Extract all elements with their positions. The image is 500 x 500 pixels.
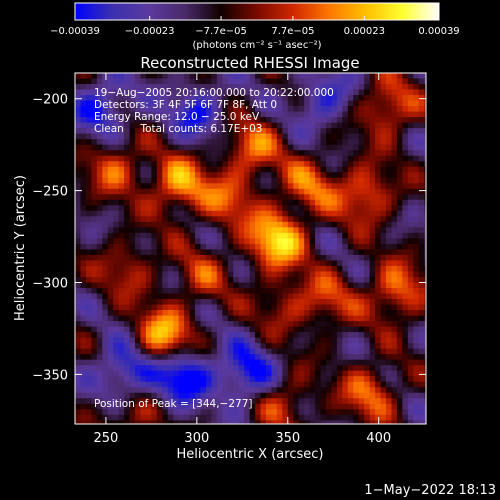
- colorbar: −0.00039 −0.00023 −7.7e−05 7.7e−05 0.00023 0.…: [50, 2, 460, 51]
- colorbar-tick-label: 0.00023: [344, 26, 385, 37]
- colorbar-gradient: [74, 2, 440, 21]
- x-axis: 250 300 350 400: [94, 73, 391, 446]
- colorbar-tick-label: −0.00023: [125, 26, 175, 37]
- x-tick-label: 350: [275, 431, 300, 446]
- y-tick-label: −200: [32, 93, 68, 108]
- annotation-time-range: 19−Aug−2005 20:16:00.000 to 20:22:00.000: [94, 87, 334, 99]
- y-axis: −200 −250 −300 −350: [32, 93, 426, 383]
- chart-title: Reconstructed RHESSI Image: [140, 54, 359, 72]
- annotation-peak-position: Position of Peak = [344,−277]: [94, 398, 253, 410]
- y-tick-label: −300: [32, 276, 68, 291]
- annotation-clean-counts: Clean Total counts: 6.17E+03: [94, 123, 263, 135]
- y-tick-label: −350: [32, 368, 68, 383]
- annotations: 19−Aug−2005 20:16:00.000 to 20:22:00.000…: [94, 87, 334, 410]
- x-tick-label: 250: [94, 431, 119, 446]
- colorbar-tick-label: 7.7e−05: [271, 26, 314, 37]
- colorbar-tick-label: −7.7e−05: [195, 26, 247, 37]
- plot-frame: [74, 72, 427, 425]
- plot-timestamp: 1−May−2022 18:13: [364, 483, 496, 498]
- image-pixels: [75, 73, 426, 424]
- x-tick-label: 300: [184, 431, 209, 446]
- x-axis-label: Heliocentric X (arcsec): [177, 447, 324, 462]
- colorbar-tick-label: 0.00039: [418, 26, 459, 37]
- x-tick-label: 400: [366, 431, 391, 446]
- colorbar-unit-label: (photons cm⁻² s⁻¹ asec⁻²): [192, 40, 321, 51]
- annotation-energy-range: Energy Range: 12.0 − 25.0 keV: [94, 111, 260, 123]
- colorbar-ticks: −0.00039 −0.00023 −7.7e−05 7.7e−05 0.00023 0.…: [50, 16, 460, 37]
- plot-area: [75, 73, 426, 424]
- y-axis-label: Heliocentric Y (arcsec): [13, 175, 28, 321]
- colorbar-tick-label: −0.00039: [50, 26, 100, 37]
- y-tick-label: −250: [32, 185, 68, 200]
- annotation-detectors: Detectors: 3F 4F 5F 6F 7F 8F, Att 0: [94, 99, 277, 111]
